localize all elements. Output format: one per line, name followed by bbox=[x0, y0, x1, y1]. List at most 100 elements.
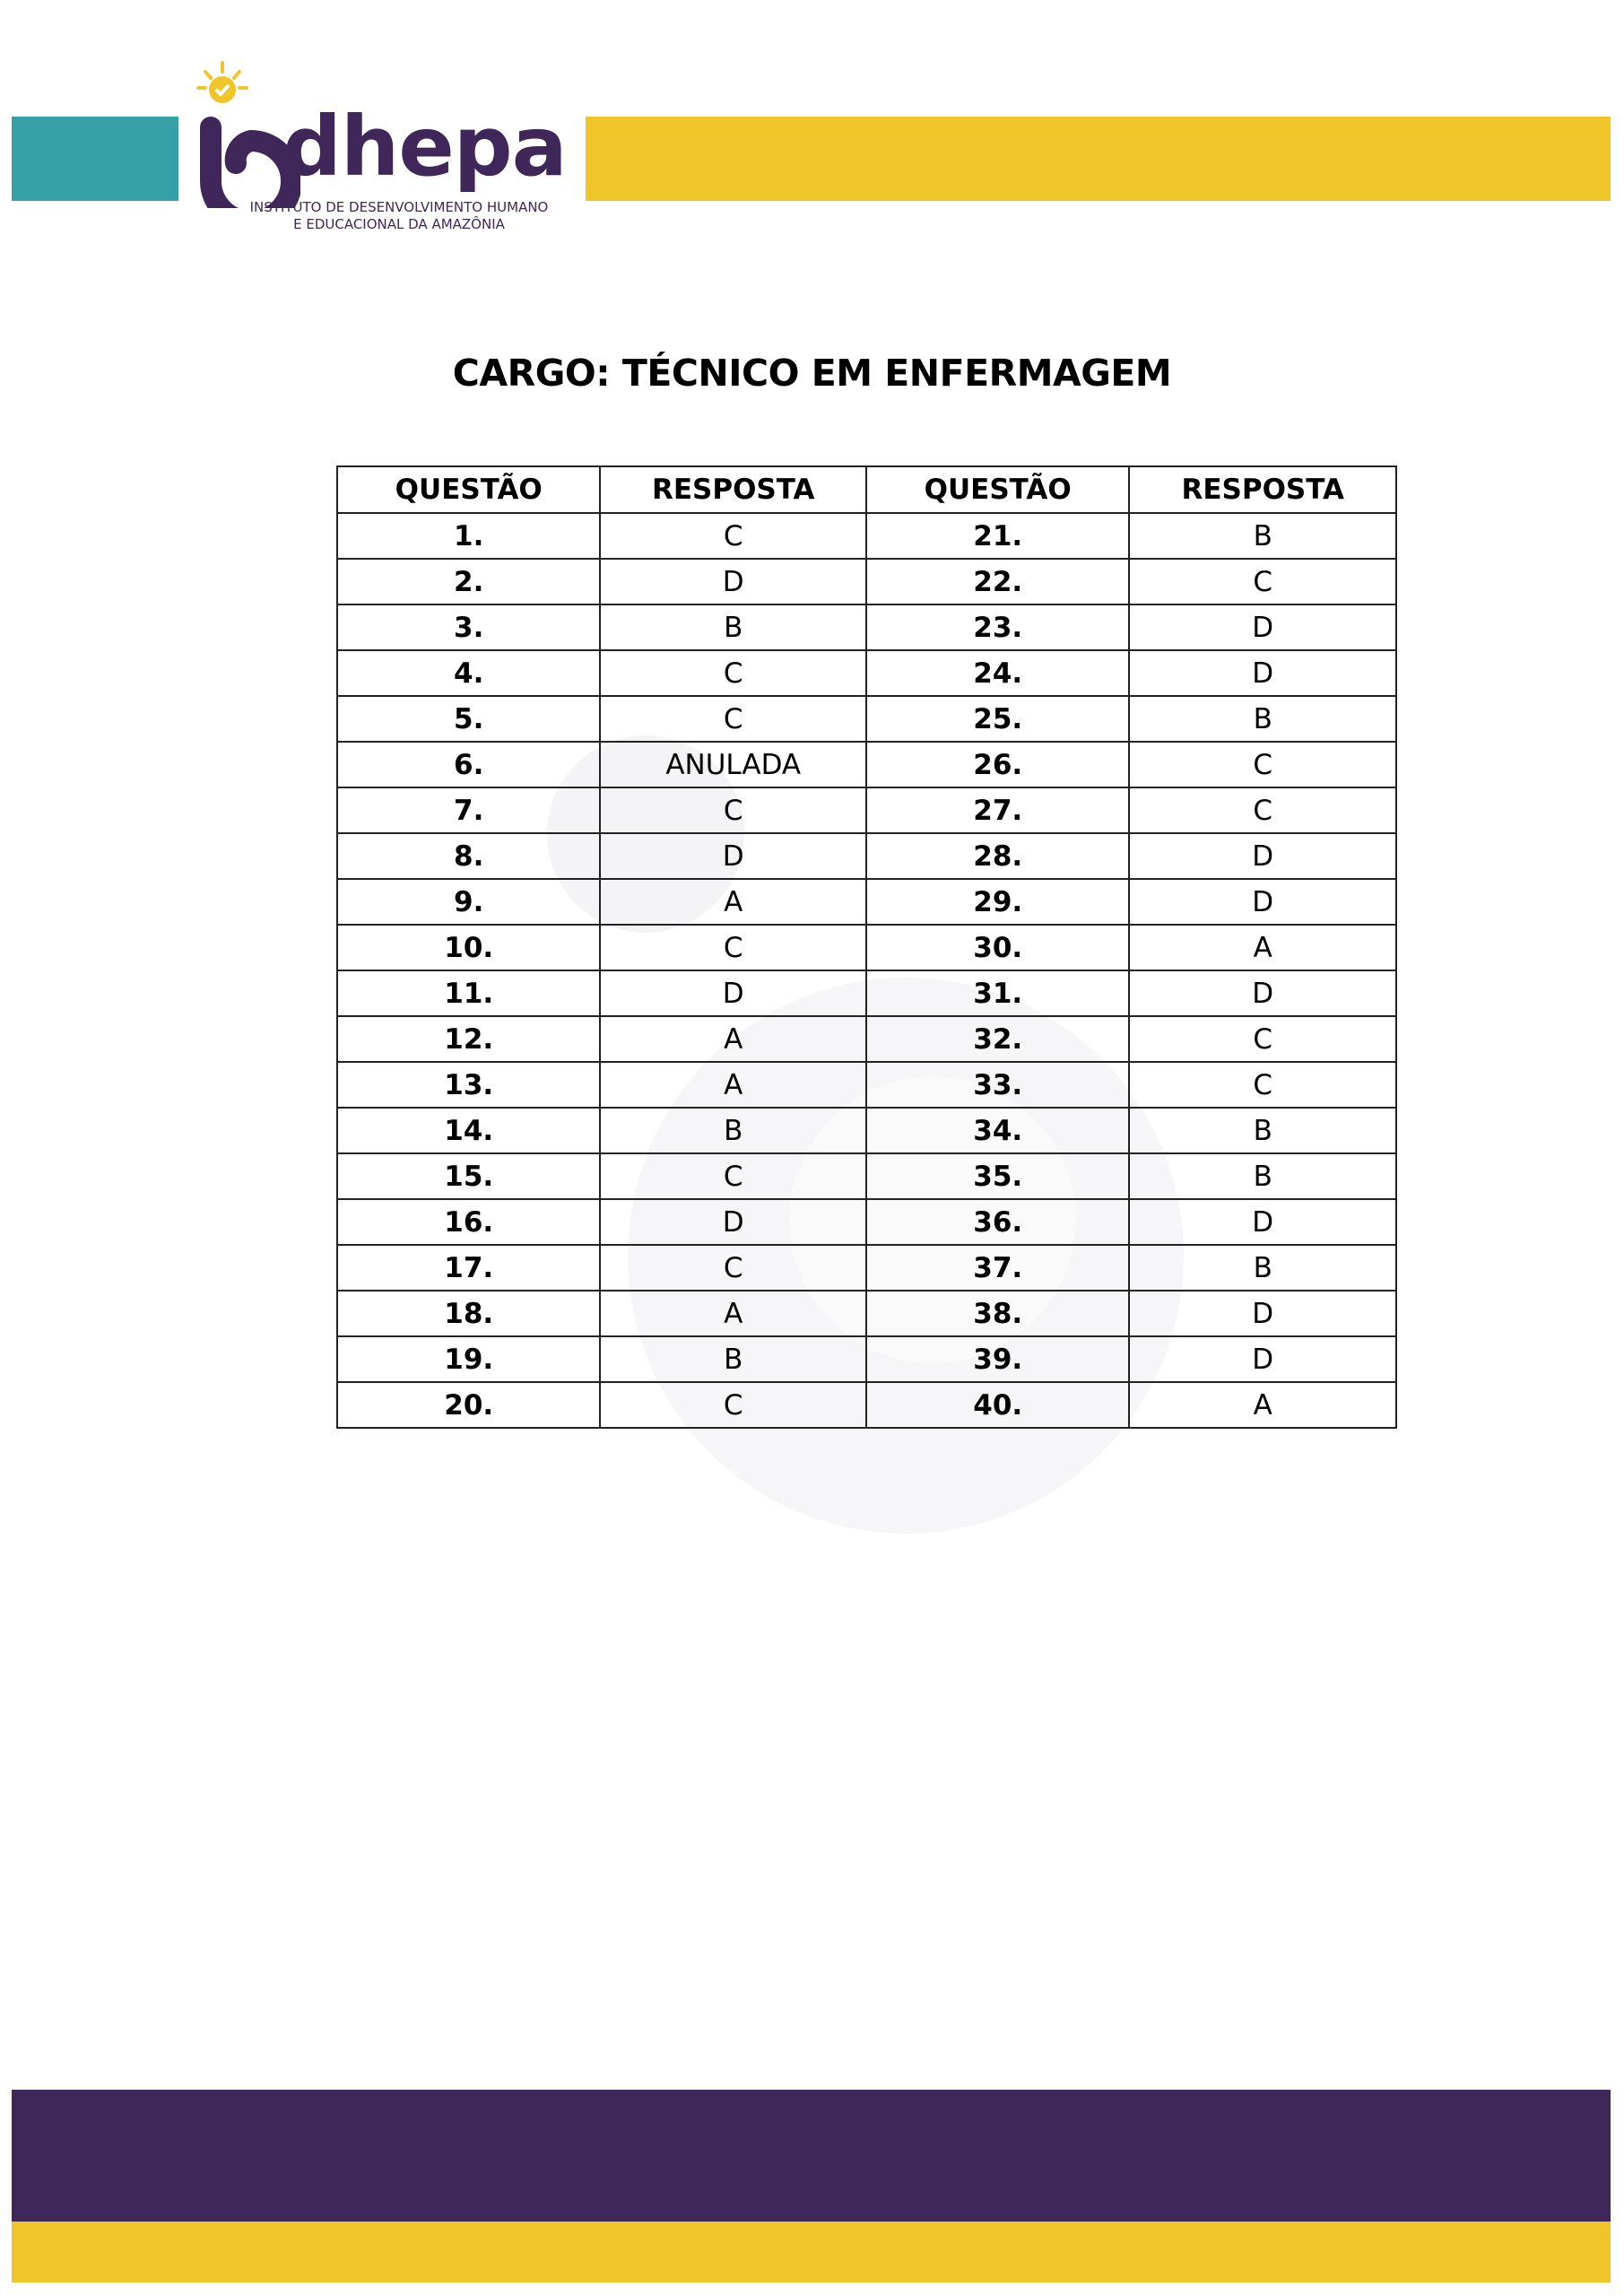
answer: C bbox=[1128, 787, 1397, 834]
answer: D bbox=[599, 1198, 867, 1246]
answer: A bbox=[599, 1290, 867, 1337]
question-number: 39. bbox=[864, 1335, 1131, 1383]
answer: C bbox=[1128, 741, 1397, 788]
table-row: 7. C 27. C bbox=[335, 787, 1397, 834]
answer: D bbox=[1128, 832, 1397, 880]
question-number: 37. bbox=[864, 1244, 1131, 1292]
logo-mark-icon bbox=[196, 61, 300, 208]
footer-purple-band bbox=[12, 2090, 1611, 2222]
answer: A bbox=[1128, 924, 1397, 971]
table-row: 10. C 30. A bbox=[335, 924, 1397, 971]
table-row: 18. A 38. D bbox=[335, 1290, 1397, 1337]
logo-subtitle-line1: INSTITUTO DE DESENVOLVIMENTO HUMANO bbox=[249, 199, 549, 215]
header-questao: QUESTÃO bbox=[864, 465, 1131, 514]
answer: D bbox=[599, 558, 867, 605]
question-number: 3. bbox=[335, 604, 602, 651]
answer: C bbox=[599, 1381, 867, 1429]
answer: D bbox=[1128, 970, 1397, 1017]
table-row: 13. A 33. C bbox=[335, 1061, 1397, 1109]
answer: C bbox=[1128, 558, 1397, 605]
answer-key-table: QUESTÃO RESPOSTA QUESTÃO RESPOSTA 1. C 21.… bbox=[335, 465, 1397, 1429]
answer: B bbox=[599, 1107, 867, 1154]
question-number: 5. bbox=[335, 695, 602, 743]
answer: C bbox=[599, 1244, 867, 1292]
answer: B bbox=[1128, 512, 1397, 560]
question-number: 10. bbox=[335, 924, 602, 971]
question-number: 7. bbox=[335, 787, 602, 834]
answer: C bbox=[599, 787, 867, 834]
question-number: 38. bbox=[864, 1290, 1131, 1337]
logo-wordmark: dhepa bbox=[282, 99, 568, 195]
question-number: 21. bbox=[864, 512, 1131, 560]
header-resposta: RESPOSTA bbox=[599, 465, 867, 514]
question-number: 2. bbox=[335, 558, 602, 605]
table-row: 9. A 29. D bbox=[335, 878, 1397, 926]
table-row: 19. B 39. D bbox=[335, 1335, 1397, 1383]
table-row: 1. C 21. B bbox=[335, 512, 1397, 560]
answer: C bbox=[1128, 1015, 1397, 1063]
answer: D bbox=[1128, 649, 1397, 697]
answer: B bbox=[1128, 695, 1397, 743]
idhepa-logo: dhepa INSTITUTO DE DESENVOLVIMENTO HUMAN… bbox=[193, 56, 569, 235]
question-number: 12. bbox=[335, 1015, 602, 1063]
question-number: 4. bbox=[335, 649, 602, 697]
page-title: CARGO: TÉCNICO EM ENFERMAGEM bbox=[452, 352, 1172, 395]
answer: C bbox=[599, 1152, 867, 1200]
question-number: 36. bbox=[864, 1198, 1131, 1246]
table-row: 11. D 31. D bbox=[335, 970, 1397, 1017]
answer: C bbox=[599, 695, 867, 743]
question-number: 14. bbox=[335, 1107, 602, 1154]
table-header-row: QUESTÃO RESPOSTA QUESTÃO RESPOSTA bbox=[335, 465, 1397, 514]
header-resposta: RESPOSTA bbox=[1128, 465, 1397, 514]
question-number: 25. bbox=[864, 695, 1131, 743]
question-number: 16. bbox=[335, 1198, 602, 1246]
question-number: 30. bbox=[864, 924, 1131, 971]
question-number: 23. bbox=[864, 604, 1131, 651]
header-questao: QUESTÃO bbox=[335, 465, 602, 514]
question-number: 19. bbox=[335, 1335, 602, 1383]
question-number: 26. bbox=[864, 741, 1131, 788]
table-row: 14. B 34. B bbox=[335, 1107, 1397, 1154]
answer: D bbox=[1128, 878, 1397, 926]
table-row: 17. C 37. B bbox=[335, 1244, 1397, 1292]
question-number: 11. bbox=[335, 970, 602, 1017]
answer: A bbox=[1128, 1381, 1397, 1429]
answer: D bbox=[1128, 1198, 1397, 1246]
answer: D bbox=[599, 970, 867, 1017]
answer: B bbox=[1128, 1107, 1397, 1154]
footer-yellow-band bbox=[12, 2222, 1611, 2283]
answer: D bbox=[599, 832, 867, 880]
table-row: 20. C 40. A bbox=[335, 1381, 1397, 1429]
question-number: 22. bbox=[864, 558, 1131, 605]
question-number: 18. bbox=[335, 1290, 602, 1337]
answer: C bbox=[599, 649, 867, 697]
answer: C bbox=[1128, 1061, 1397, 1109]
table-row: 2. D 22. C bbox=[335, 558, 1397, 605]
header-teal-band bbox=[12, 117, 178, 201]
answer: B bbox=[1128, 1244, 1397, 1292]
question-number: 31. bbox=[864, 970, 1131, 1017]
table-row: 5. C 25. B bbox=[335, 695, 1397, 743]
question-number: 33. bbox=[864, 1061, 1131, 1109]
header-yellow-band bbox=[586, 117, 1611, 201]
answer: D bbox=[1128, 1335, 1397, 1383]
question-number: 27. bbox=[864, 787, 1131, 834]
answer: A bbox=[599, 1061, 867, 1109]
table-row: 6. ANULADA 26. C bbox=[335, 741, 1397, 788]
answer: B bbox=[599, 604, 867, 651]
question-number: 34. bbox=[864, 1107, 1131, 1154]
question-number: 29. bbox=[864, 878, 1131, 926]
answer: C bbox=[599, 924, 867, 971]
table-row: 15. C 35. B bbox=[335, 1152, 1397, 1200]
answer: D bbox=[1128, 1290, 1397, 1337]
question-number: 32. bbox=[864, 1015, 1131, 1063]
question-number: 9. bbox=[335, 878, 602, 926]
answer: C bbox=[599, 512, 867, 560]
question-number: 1. bbox=[335, 512, 602, 560]
answer: B bbox=[1128, 1152, 1397, 1200]
answer: A bbox=[599, 878, 867, 926]
question-number: 6. bbox=[335, 741, 602, 788]
question-number: 17. bbox=[335, 1244, 602, 1292]
answer: ANULADA bbox=[599, 741, 867, 788]
table-row: 4. C 24. D bbox=[335, 649, 1397, 697]
